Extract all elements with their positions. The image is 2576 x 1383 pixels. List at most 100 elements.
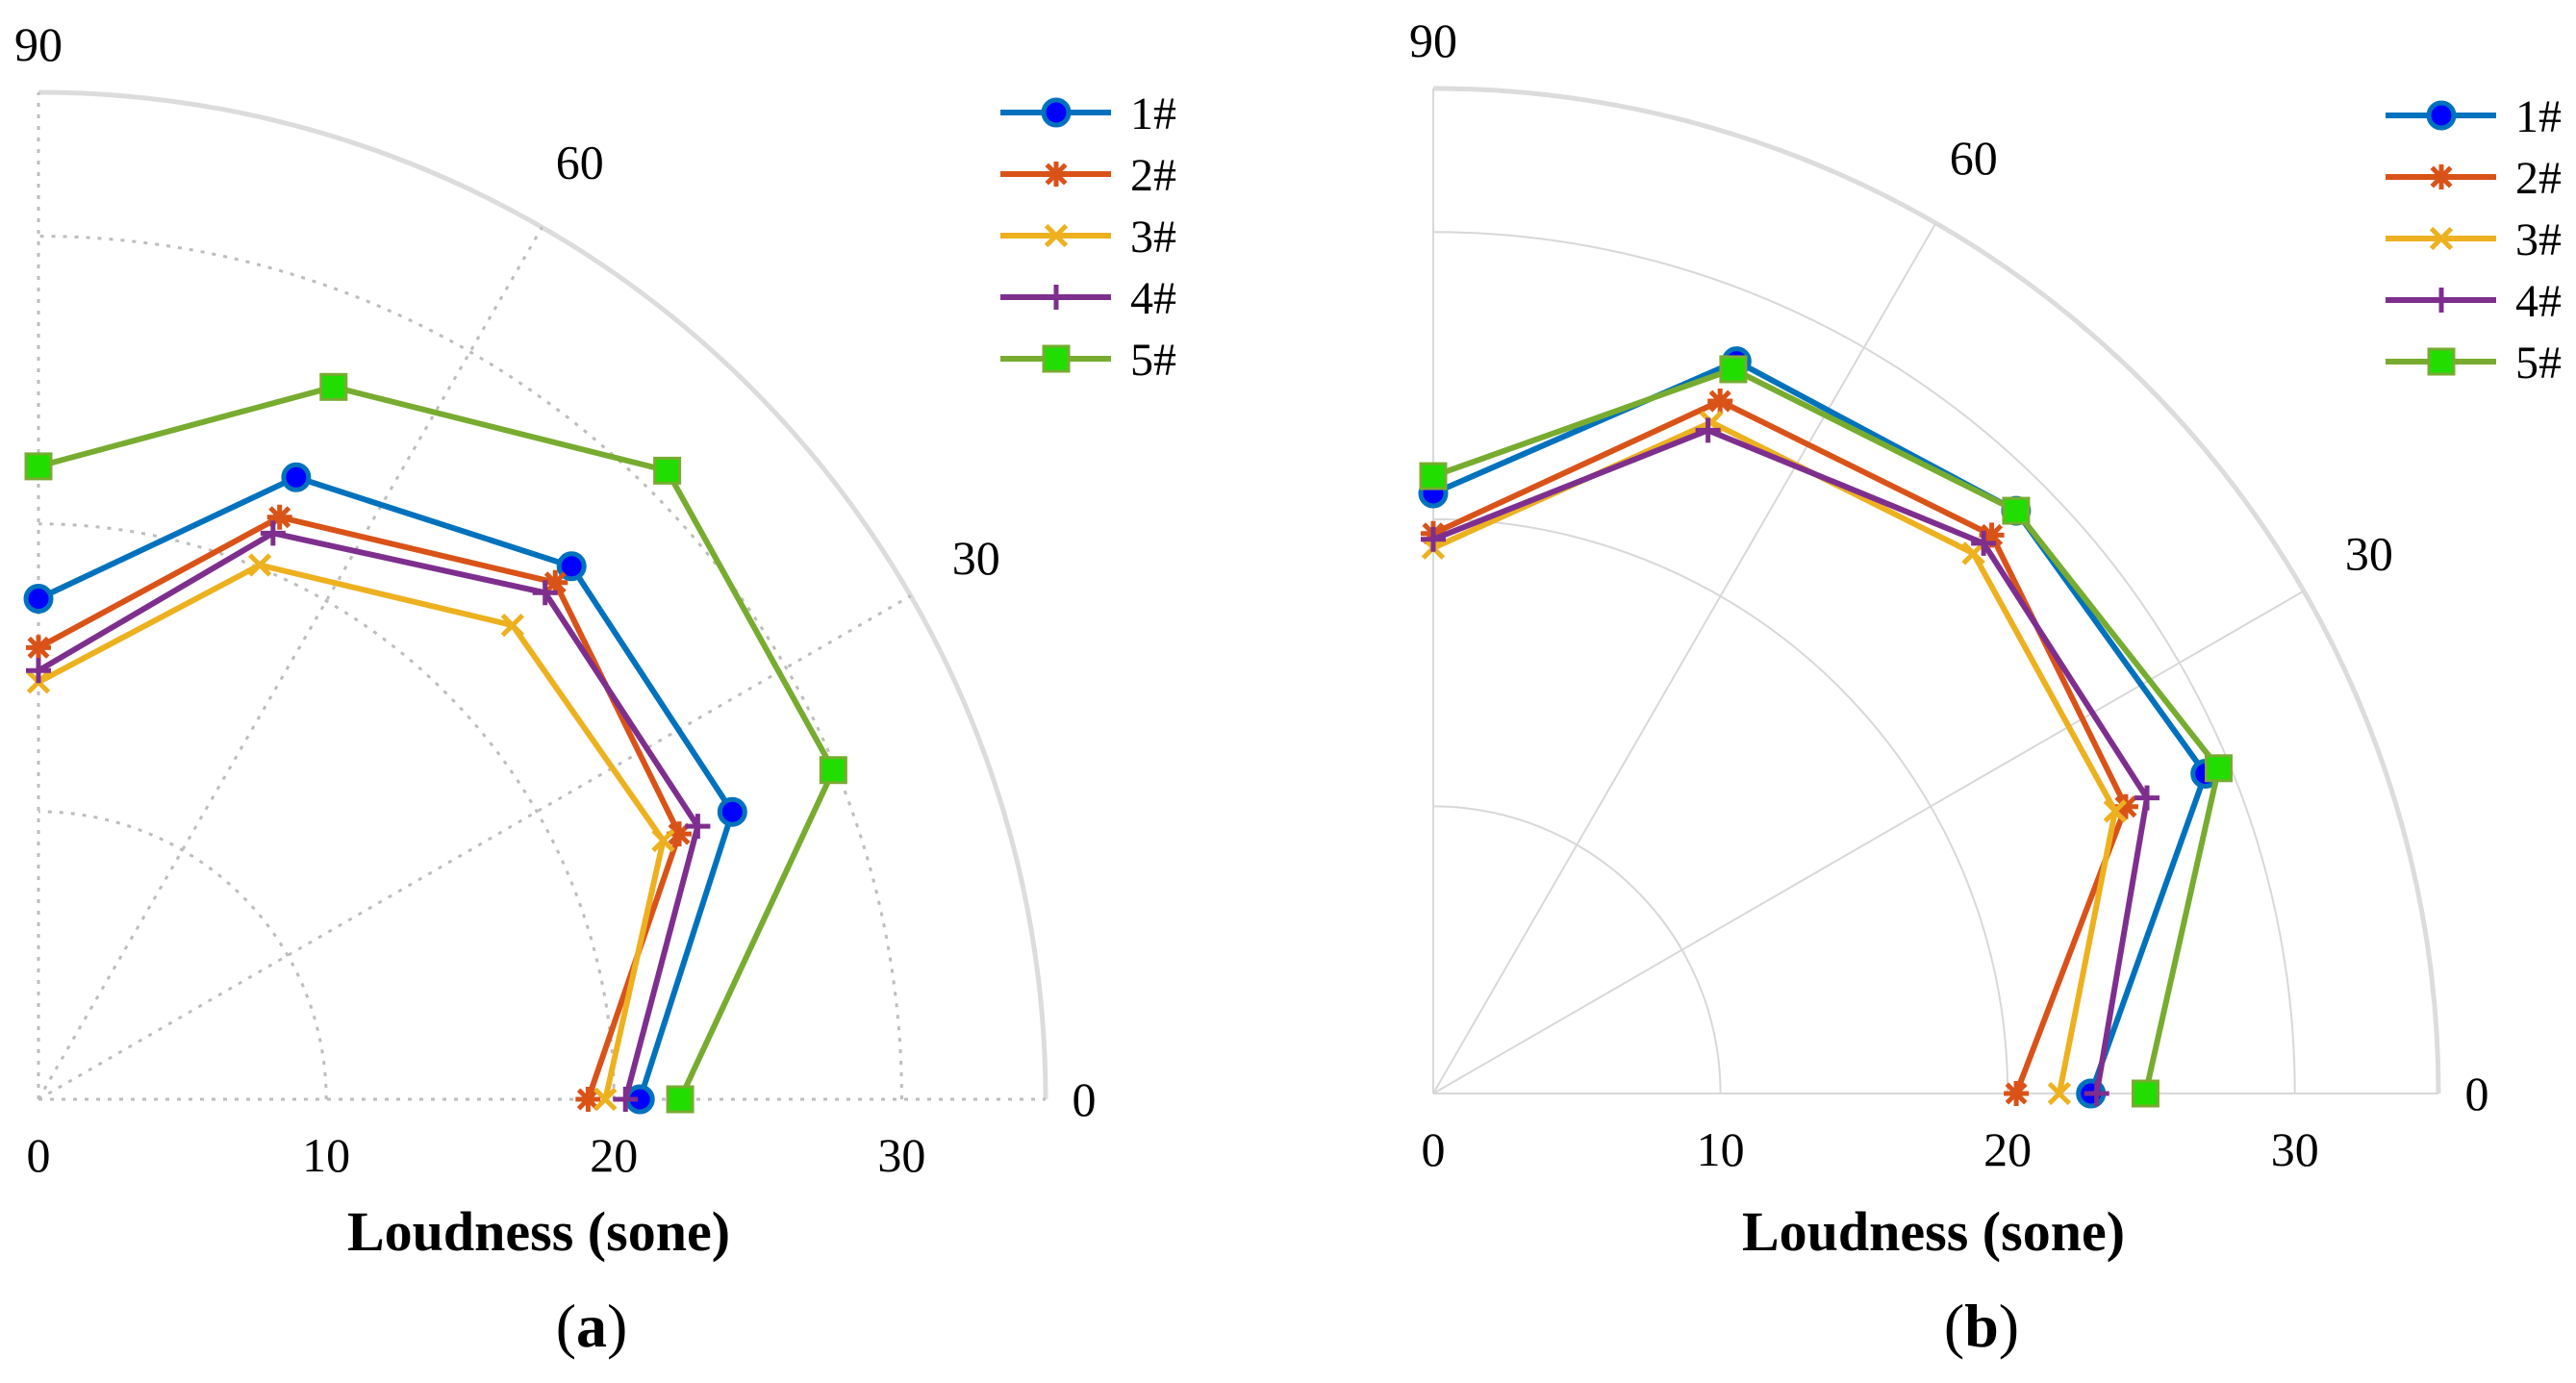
legend-label-4: 4# [1130, 273, 1176, 324]
data-point-series-2 [1979, 522, 2005, 548]
data-point-series-4 [1421, 526, 1446, 552]
angle-tick-label: 30 [952, 531, 1000, 585]
data-point-series-3 [2047, 1081, 2072, 1106]
legend-marker-5 [1042, 344, 1071, 373]
radial-tick-label: 0 [27, 1128, 51, 1182]
grid-spoke-60 [37, 226, 543, 1100]
data-point-series-2 [667, 821, 693, 847]
data-point-series-4 [260, 520, 286, 546]
data-point-series-3 [1961, 541, 1985, 566]
data-point-series-2 [2112, 793, 2138, 819]
data-point-series-1 [717, 796, 747, 827]
series-layer-a [23, 372, 847, 1115]
data-point-series-1 [23, 583, 54, 614]
data-point-series-4 [2134, 785, 2160, 811]
data-point-series-2 [26, 635, 51, 661]
data-point-series-4 [685, 814, 711, 840]
data-point-series-5 [1719, 355, 1748, 384]
data-point-series-3 [2103, 799, 2128, 823]
x-axis-label-a: Loudness (sone) [347, 1200, 730, 1263]
legend-label-1: 1# [2515, 91, 2562, 142]
series-layer-b [1418, 346, 2233, 1109]
legend-label-5: 5# [2515, 338, 2562, 389]
data-point-series-5 [24, 452, 53, 481]
legend-b: 1# 2# 3# 4# 5# [2386, 91, 2562, 389]
legend-label-5: 5# [1130, 335, 1176, 386]
series-line-2 [37, 514, 683, 1100]
data-point-series-3 [651, 828, 675, 853]
outer-arc [1432, 86, 2441, 1094]
x-axis-label-b: Loudness (sone) [1742, 1200, 2125, 1263]
tick-labels-b: 0 10 20 30 0 30 60 90 [1409, 13, 2489, 1176]
data-point-series-5 [1419, 462, 1448, 490]
series-line-4 [37, 530, 701, 1100]
data-point-series-5 [666, 1085, 695, 1114]
grid-arc-20 [1432, 517, 2009, 1094]
legend-marker-5 [2427, 347, 2456, 376]
legend-label-1: 1# [1130, 88, 1176, 139]
data-point-series-1 [281, 462, 312, 492]
grid-arc-30 [1432, 231, 2296, 1094]
data-point-series-2 [575, 1087, 601, 1112]
legend-marker-3 [1044, 223, 1069, 248]
legend-marker-2 [2429, 164, 2454, 189]
angle-tick-label: 0 [2465, 1067, 2489, 1120]
radial-tick-label: 0 [1422, 1122, 1446, 1176]
grid-arc-30 [38, 235, 903, 1100]
legend-label-2: 2# [2515, 153, 2562, 204]
legend-label-4: 4# [2515, 276, 2562, 327]
data-point-series-5 [653, 456, 682, 485]
tick-labels-a: 0 10 20 30 0 30 60 90 [14, 17, 1097, 1182]
legend-marker-4 [1044, 285, 1069, 310]
panel-label-b: (b) [1944, 1292, 2019, 1360]
radial-tick-label: 10 [302, 1128, 350, 1182]
data-point-series-4 [1695, 417, 1721, 443]
data-point-series-3 [593, 1087, 618, 1112]
radial-tick-label: 20 [590, 1128, 638, 1182]
legend-marker-2 [1044, 162, 1069, 187]
radial-tick-label: 30 [2271, 1122, 2319, 1176]
angle-tick-label: 0 [1073, 1072, 1097, 1126]
data-point-series-2 [266, 504, 292, 530]
data-point-series-3 [247, 553, 272, 577]
data-point-series-1 [556, 551, 587, 582]
angle-tick-label: 90 [14, 17, 63, 71]
data-point-series-4 [1971, 530, 1997, 556]
grid-arc-10 [1432, 805, 1722, 1094]
angle-tick-label: 60 [556, 135, 604, 189]
legend-label-3: 3# [2515, 214, 2562, 265]
angle-tick-label: 60 [1950, 131, 1998, 185]
grid-arc-10 [38, 810, 328, 1100]
legend-marker-1 [1041, 97, 1072, 128]
data-point-series-5 [819, 756, 847, 785]
grid-arc-20 [38, 522, 616, 1100]
data-point-series-4 [2084, 1081, 2109, 1106]
angle-tick-label: 30 [2345, 526, 2393, 580]
legend-label-3: 3# [1130, 212, 1176, 263]
radial-tick-label: 30 [877, 1128, 925, 1182]
data-point-series-4 [532, 580, 558, 606]
grid-b [1432, 86, 2441, 1094]
polar-chart-b: 0 10 20 30 0 30 60 90 1# 2# 3# 4# 5# Loudness (sone… [1409, 13, 2562, 1360]
data-point-series-2 [1707, 389, 1733, 415]
angle-tick-label: 90 [1409, 13, 1457, 67]
panel-label-a: (a) [556, 1292, 628, 1360]
grid-spoke-30 [1432, 590, 2305, 1094]
data-point-series-5 [2002, 496, 2031, 525]
grid-spoke-60 [1432, 222, 1937, 1094]
polar-chart-a: 0 10 20 30 0 30 60 90 1# 2# 3# 4# 5# Loudness (sone… [14, 17, 1176, 1360]
legend-a: 1# 2# 3# 4# 5# [1000, 88, 1176, 386]
data-point-series-4 [26, 658, 51, 684]
radial-tick-label: 20 [1983, 1122, 2032, 1176]
data-point-series-5 [2204, 754, 2233, 783]
data-point-series-5 [319, 372, 348, 401]
series-line-3 [37, 562, 667, 1100]
legend-marker-4 [2429, 288, 2454, 313]
outer-arc [38, 89, 1048, 1100]
data-point-series-2 [543, 569, 568, 595]
radial-tick-label: 10 [1697, 1122, 1745, 1176]
legend-label-2: 2# [1130, 150, 1176, 201]
series-line-5 [38, 384, 837, 1101]
legend-marker-3 [2429, 226, 2454, 251]
